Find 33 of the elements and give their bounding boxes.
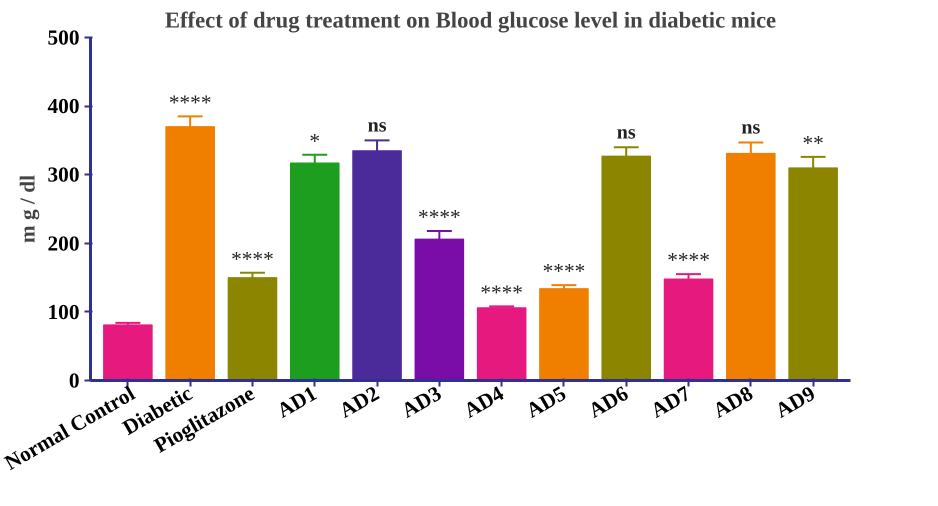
y-tick-label: 100 [48, 300, 80, 324]
y-tick-label: 300 [48, 162, 80, 187]
x-tick-label: AD7 [646, 380, 695, 423]
y-tick-label: 200 [48, 231, 80, 256]
bar [476, 307, 526, 380]
annotation: **** [231, 246, 274, 271]
x-tick-label: AD8 [708, 381, 757, 423]
annotation: **** [667, 248, 710, 272]
y-tick-label: 0 [68, 368, 80, 392]
x-tick-label: AD9 [771, 381, 820, 423]
annotation: **** [480, 280, 523, 304]
annotation: **** [418, 204, 461, 229]
x-tick-label: AD6 [584, 380, 633, 423]
x-tick-label: AD3 [397, 381, 446, 423]
annotation: ns [741, 116, 760, 138]
bar [228, 277, 278, 380]
bar [664, 278, 714, 380]
annotation: ns [368, 114, 387, 136]
bar [103, 324, 153, 380]
chart-title: Effect of drug treatment on Blood glucose level in diabetic mice [164, 8, 776, 32]
x-tick-label: AD5 [522, 381, 570, 423]
y-axis-title: m g / dl [16, 174, 40, 244]
x-tick-label: AD1 [272, 381, 321, 423]
annotation: * [309, 128, 320, 153]
y-tick-label: 500 [48, 26, 80, 50]
annotation: **** [542, 259, 586, 284]
x-tick-label: AD2 [335, 381, 384, 423]
annotation: ns [616, 121, 636, 144]
x-tick-label: AD4 [460, 380, 508, 423]
bar [539, 288, 589, 380]
annotation: **** [168, 90, 212, 114]
annotation: ** [802, 130, 824, 155]
y-tick-label: 400 [48, 94, 80, 118]
